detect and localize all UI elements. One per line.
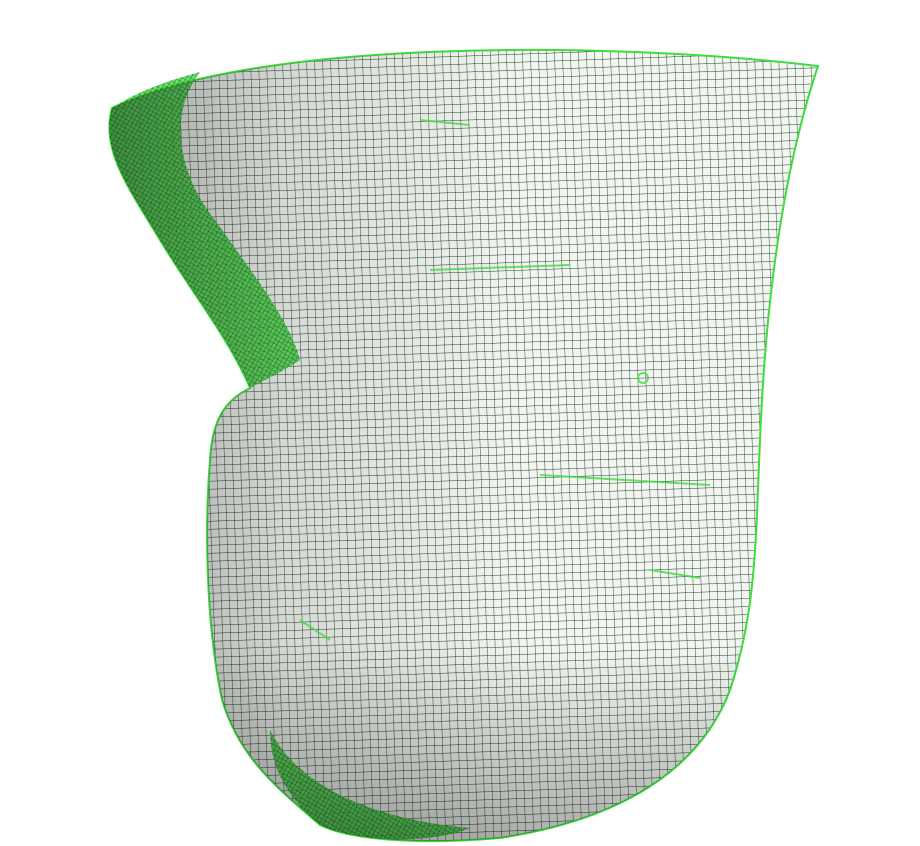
mesh-highlights <box>299 119 711 641</box>
shading-bottom <box>109 49 818 842</box>
